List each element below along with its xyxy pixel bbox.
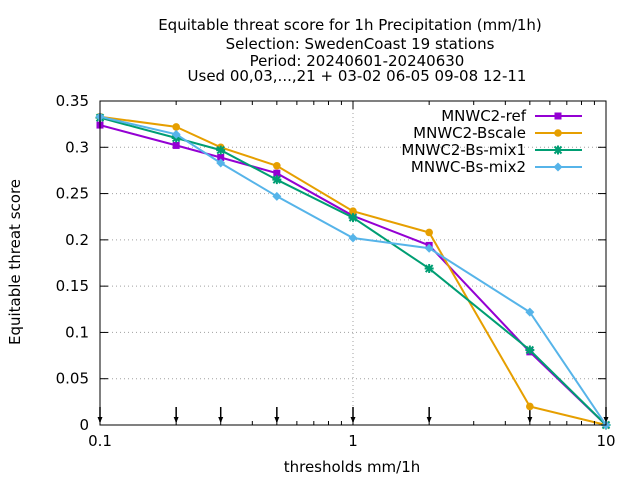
threshold-marker-head: [173, 417, 179, 423]
data-point: [273, 169, 281, 177]
x-tick-label: 10: [596, 432, 615, 450]
x-tick-label: 1: [348, 432, 358, 450]
data-point: [348, 213, 358, 223]
data-point: [525, 345, 535, 355]
y-tick-label: 0.1: [65, 323, 89, 341]
data-point: [424, 243, 434, 253]
threshold-marker-head: [274, 417, 280, 423]
series-3: [95, 113, 611, 430]
legend-entry: MNWC2-ref: [441, 107, 582, 125]
legend-marker: [553, 162, 563, 172]
threshold-marker-head: [527, 417, 533, 423]
series-1: [96, 121, 610, 429]
data-point: [424, 264, 434, 274]
x-tick-labels: 0.1 1 10: [88, 432, 615, 450]
data-point: [217, 153, 225, 161]
data-point: [172, 123, 180, 131]
y-tick-label: 0.35: [56, 92, 89, 110]
legend-label: MNWC2-Bscale: [413, 124, 526, 142]
data-point: [348, 233, 358, 243]
title-line-2: Selection: SwedenCoast 19 stations: [226, 35, 495, 53]
chart-title: Equitable threat score for 1h Precipitat…: [158, 16, 542, 85]
y-tick-label: 0: [79, 416, 89, 434]
data-point: [172, 141, 180, 149]
title-line-1: Equitable threat score for 1h Precipitat…: [158, 16, 542, 34]
legend-marker: [554, 129, 562, 137]
legend-label: MNWC2-Bs-mix1: [401, 141, 526, 159]
data-point: [526, 402, 534, 411]
series-line: [99, 115, 607, 426]
legend-label: MNWC2-ref: [441, 107, 526, 125]
y-tick-label: 0.3: [65, 138, 89, 156]
data-point: [525, 307, 535, 317]
legend-label: MNWC-Bs-mix2: [411, 158, 526, 176]
threshold-marker-head: [218, 417, 224, 423]
axis-ticks: [99, 100, 607, 426]
grid: [100, 101, 606, 425]
legend-entry: MNWC2-Bs-mix1: [401, 141, 582, 159]
data-point: [272, 191, 282, 201]
y-tick-label: 0.05: [56, 370, 89, 388]
x-axis-label: thresholds mm/1h: [284, 458, 421, 476]
data-point: [272, 175, 282, 185]
data-point: [273, 162, 281, 170]
data-point: [349, 207, 357, 215]
x-tick-label: 0.1: [88, 432, 112, 450]
y-tick-labels: 0 0.05 0.1 0.15 0.2 0.25 0.3 0.35: [56, 92, 89, 434]
data-point: [171, 129, 181, 139]
y-tick-label: 0.15: [56, 277, 89, 295]
threshold-marker-head: [426, 417, 432, 423]
data-point: [216, 158, 226, 168]
y-axis-label: Equitable threat score: [6, 179, 24, 345]
threshold-markers: [97, 407, 609, 423]
series-line: [99, 115, 607, 426]
legend-marker: [554, 112, 562, 120]
y-tick-label: 0.2: [65, 231, 89, 249]
legend-entry: MNWC2-Bscale: [413, 124, 582, 142]
y-tick-label: 0.25: [56, 185, 89, 203]
title-line-4: Used 00,03,...,21 + 03-02 06-05 09-08 12…: [188, 67, 527, 85]
data-point: [216, 145, 226, 155]
data-point: [425, 228, 433, 237]
title-line-3: Period: 20240601-20240630: [250, 52, 465, 70]
legend: MNWC2-refMNWC2-BscaleMNWC2-Bs-mix1MNWC-B…: [401, 107, 582, 176]
legend-marker: [553, 145, 563, 155]
legend-entry: MNWC-Bs-mix2: [411, 158, 582, 176]
series-line: [99, 124, 607, 426]
